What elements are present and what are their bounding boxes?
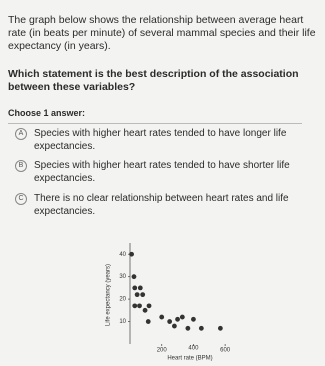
x-axis-label: Heart rate (BPM) [167,356,212,362]
point [175,316,180,322]
point [217,325,223,331]
choose-label: Choose 1 answer: [8,108,86,118]
point [179,314,185,320]
point [132,303,138,309]
question: The graph below shows the relationship b… [8,14,316,52]
option-text: Species with higher heart rates tended t… [34,128,287,152]
y-tick-label: 10 [119,319,126,325]
point [191,316,196,322]
option-letter: C [15,193,27,205]
point [132,285,138,291]
y-tick-label: 30 [119,274,126,280]
x-tick-label: 200 [157,348,168,354]
y-tick-label: 20 [119,297,126,303]
point [131,274,137,280]
y-axis-label: Life expectancy (years) [106,264,112,326]
x-tick-label: 600 [220,348,231,354]
point [159,314,165,320]
option[interactable]: C There is no clear relationship between … [15,193,290,218]
x-tick-label: 400 [188,346,199,352]
option-text: There is no clear relationship between h… [34,193,289,217]
point [185,325,191,331]
option-letter: B [15,160,27,172]
point [145,319,151,324]
point [198,325,204,331]
point [172,323,177,329]
point [137,303,142,309]
option-text: Species with higher heart rates tended t… [34,160,290,184]
point [140,292,146,298]
chart: Life expectancy (years) Heart rate (BPM)… [106,243,231,362]
prompt: Which statement is the best description … [8,68,299,93]
point [134,292,140,298]
point [167,319,173,324]
option[interactable]: B Species with higher heart rates tended … [15,160,290,185]
option[interactable]: A Species with higher heart rates tended … [15,128,290,153]
point [146,303,152,309]
point [142,307,148,313]
option-letter: A [15,128,27,140]
y-tick-label: 40 [119,252,126,258]
point [129,251,134,257]
separator [8,123,302,124]
point [137,285,143,291]
